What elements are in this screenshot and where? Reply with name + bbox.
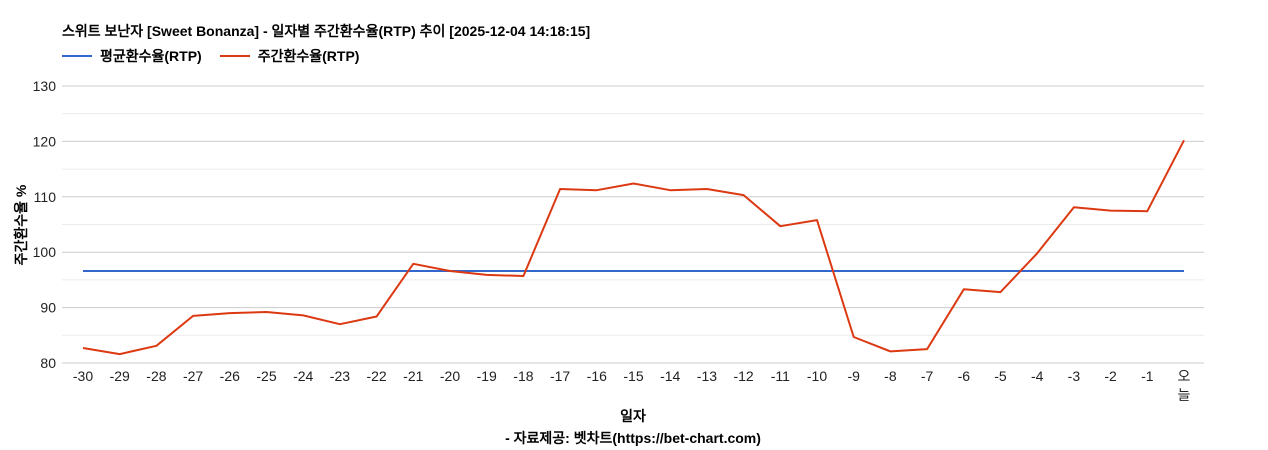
chart-title: 스위트 보난자 [Sweet Bonanza] - 일자별 주간환수율(RTP)… bbox=[62, 23, 591, 39]
series-weekly-rtp-line[interactable] bbox=[82, 139, 1185, 356]
x-tick-label: -26 bbox=[220, 368, 240, 384]
x-tick-label: -11 bbox=[771, 368, 790, 384]
x-tick-label: -28 bbox=[146, 368, 166, 384]
x-tick-label: -5 bbox=[994, 368, 1007, 384]
x-tick-label: -16 bbox=[587, 368, 607, 384]
x-tick-label: -3 bbox=[1068, 368, 1081, 384]
gridlines bbox=[62, 85, 1204, 364]
y-tick-label: 90 bbox=[40, 300, 56, 316]
x-tick-label: -4 bbox=[1031, 368, 1044, 384]
x-tick-label: -17 bbox=[550, 368, 570, 384]
source-credit: - 자료제공: 벳차트(https://bet-chart.com) bbox=[505, 430, 761, 446]
x-tick-label: -18 bbox=[513, 368, 533, 384]
y-tick-label: 100 bbox=[33, 244, 57, 260]
x-tick-label: -2 bbox=[1104, 368, 1117, 384]
legend: 평균환수율(RTP) 주간환수율(RTP) bbox=[62, 46, 377, 66]
x-tick-label: -22 bbox=[366, 368, 386, 384]
x-tick-label: -25 bbox=[256, 368, 276, 384]
legend-label-average: 평균환수율(RTP) bbox=[100, 48, 202, 64]
x-tick-label: -10 bbox=[807, 368, 827, 384]
x-tick-label: -12 bbox=[733, 368, 753, 384]
legend-swatch-weekly bbox=[219, 55, 250, 57]
y-tick-label: 130 bbox=[33, 78, 57, 94]
x-tick-label: -7 bbox=[921, 368, 934, 384]
x-tick-label: -29 bbox=[110, 368, 130, 384]
x-tick-label: -20 bbox=[440, 368, 460, 384]
x-tick-label: -13 bbox=[697, 368, 717, 384]
x-tick-label: -24 bbox=[293, 368, 313, 384]
legend-label-weekly: 주간환수율(RTP) bbox=[257, 48, 360, 64]
y-axis-label: 주간환수율 % bbox=[13, 184, 29, 266]
x-tick-label: -23 bbox=[330, 368, 350, 384]
y-axis-ticks: 80 90 100 110 120 130 bbox=[33, 78, 57, 371]
legend-item-weekly[interactable]: 주간환수율(RTP) bbox=[219, 46, 360, 66]
x-tick-label: -21 bbox=[403, 368, 423, 384]
x-tick-label: -1 bbox=[1141, 368, 1154, 384]
series-lines bbox=[82, 139, 1185, 356]
x-tick-label: -15 bbox=[623, 368, 643, 384]
legend-swatch-average bbox=[62, 55, 92, 57]
legend-item-average[interactable]: 평균환수율(RTP) bbox=[62, 46, 202, 66]
y-tick-label: 80 bbox=[40, 355, 56, 371]
y-tick-label: 110 bbox=[34, 189, 57, 205]
y-tick-label: 120 bbox=[33, 133, 57, 149]
x-tick-label: -8 bbox=[884, 368, 897, 384]
x-axis-ticks: -30 -29 -28 -27 -26 -25 -24 -23 -22 -21 -20 -19 -18 -… bbox=[73, 368, 1191, 403]
x-tick-label: -19 bbox=[477, 368, 497, 384]
x-tick-label: -27 bbox=[183, 368, 203, 384]
x-tick-label: -30 bbox=[73, 368, 93, 384]
x-tick-label: -9 bbox=[847, 368, 860, 384]
x-tick-label: -14 bbox=[660, 368, 680, 384]
x-axis-label: 일자 bbox=[620, 408, 646, 424]
x-tick-label: -6 bbox=[958, 368, 971, 384]
